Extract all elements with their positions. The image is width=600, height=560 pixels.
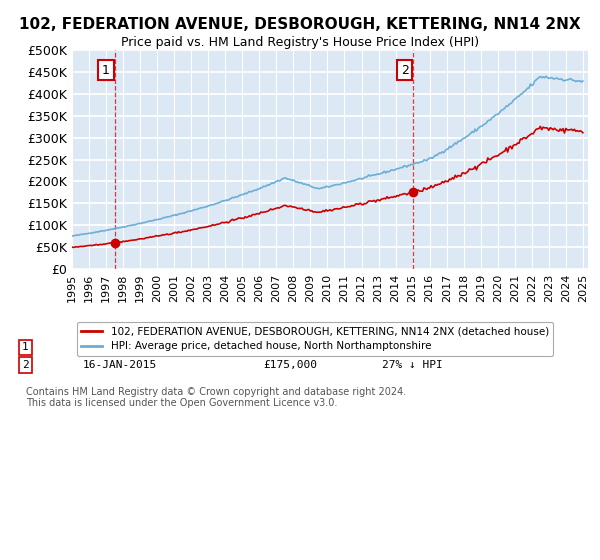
Text: £175,000: £175,000	[263, 360, 317, 370]
Text: 04-JUL-1997: 04-JUL-1997	[82, 342, 157, 352]
Legend: 102, FEDERATION AVENUE, DESBOROUGH, KETTERING, NN14 2NX (detached house), HPI: A: 102, FEDERATION AVENUE, DESBOROUGH, KETT…	[77, 322, 553, 356]
Text: 16-JAN-2015: 16-JAN-2015	[82, 360, 157, 370]
Text: 21% ↓ HPI: 21% ↓ HPI	[382, 342, 442, 352]
Text: 27% ↓ HPI: 27% ↓ HPI	[382, 360, 442, 370]
Text: 2: 2	[401, 63, 409, 77]
Text: 102, FEDERATION AVENUE, DESBOROUGH, KETTERING, NN14 2NX: 102, FEDERATION AVENUE, DESBOROUGH, KETT…	[19, 17, 581, 32]
Text: £59,600: £59,600	[263, 342, 310, 352]
Text: Contains HM Land Registry data © Crown copyright and database right 2024.
This d: Contains HM Land Registry data © Crown c…	[26, 387, 406, 408]
Text: 1: 1	[102, 63, 110, 77]
Text: Price paid vs. HM Land Registry's House Price Index (HPI): Price paid vs. HM Land Registry's House …	[121, 36, 479, 49]
Text: 2: 2	[22, 360, 29, 370]
Text: 1: 1	[22, 342, 29, 352]
